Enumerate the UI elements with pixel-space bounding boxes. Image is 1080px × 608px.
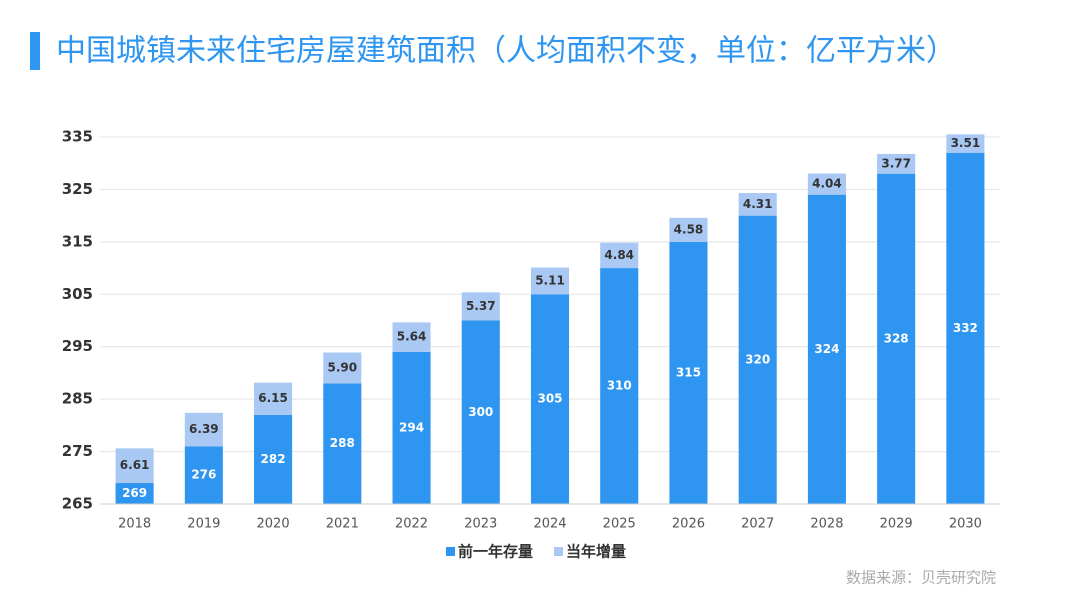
- bar-segment: [600, 242, 639, 269]
- bar-segment: [600, 268, 639, 504]
- data-label: 276: [191, 468, 216, 482]
- data-label: 305: [537, 392, 562, 406]
- y-tick-label: 335: [62, 128, 93, 146]
- x-tick-label: 2026: [672, 517, 705, 532]
- legend-swatch: [554, 547, 563, 556]
- x-tick-label: 2028: [810, 517, 843, 532]
- bar-segment: [738, 215, 777, 504]
- x-tick-label: 2024: [533, 517, 566, 532]
- bar-segment: [392, 351, 431, 504]
- bar-segment: [530, 267, 570, 295]
- data-label: 4.84: [604, 248, 634, 262]
- data-label: 328: [884, 331, 909, 345]
- bar-segment: [877, 153, 916, 174]
- bar-segment: [392, 322, 431, 352]
- y-tick-label: 275: [62, 442, 93, 460]
- x-tick-label: 2020: [257, 517, 290, 532]
- data-label: 294: [399, 420, 424, 434]
- bar-segment: [323, 352, 362, 384]
- bar-segment: [184, 446, 223, 504]
- bar-segment: [807, 194, 846, 504]
- data-label: 324: [814, 342, 839, 356]
- x-tick-label: 2029: [880, 517, 913, 532]
- source: 数据来源：贝壳研究院: [846, 569, 996, 587]
- data-label: 5.90: [328, 360, 358, 374]
- data-label: 5.64: [397, 330, 427, 344]
- bar-segment: [877, 173, 916, 504]
- data-label: 315: [676, 365, 701, 379]
- data-label: 3.77: [881, 156, 911, 170]
- bar-segment: [946, 134, 985, 153]
- x-tick-label: 2030: [949, 517, 982, 532]
- data-label: 3.51: [951, 136, 981, 150]
- y-tick-label: 295: [62, 337, 93, 355]
- title-accent: [30, 32, 40, 70]
- data-label: 5.11: [535, 273, 565, 287]
- data-label: 300: [468, 405, 493, 419]
- bar-segment: [461, 292, 500, 321]
- bar-segment: [254, 382, 293, 415]
- x-tick-label: 2025: [603, 517, 636, 532]
- bar-segment: [323, 383, 362, 504]
- data-label: 288: [330, 436, 355, 450]
- legend-swatch: [446, 547, 455, 556]
- y-tick-label: 325: [62, 180, 93, 198]
- x-tick-label: 2019: [187, 517, 220, 532]
- data-label: 4.31: [743, 197, 773, 211]
- bar-segment: [669, 241, 708, 504]
- x-tick-label: 2022: [395, 517, 428, 532]
- x-tick-label: 2021: [326, 517, 359, 532]
- bar-segment: [530, 294, 570, 504]
- data-label: 269: [122, 486, 147, 500]
- data-label: 4.58: [674, 222, 704, 236]
- bar-segment: [184, 412, 223, 447]
- data-label: 5.37: [466, 299, 496, 313]
- y-tick-label: 315: [62, 232, 93, 250]
- x-tick-label: 2018: [118, 517, 151, 532]
- bar-segment: [115, 448, 154, 484]
- bar-segment: [254, 414, 293, 504]
- data-label: 332: [953, 321, 978, 335]
- data-label: 6.61: [120, 458, 150, 472]
- x-tick-label: 2027: [741, 517, 774, 532]
- y-tick-label: 305: [62, 285, 93, 303]
- data-label: 6.39: [189, 422, 219, 436]
- legend-label: 当年增量: [566, 543, 626, 561]
- data-label: 320: [745, 352, 770, 366]
- data-label: 310: [607, 379, 632, 393]
- data-label: 4.04: [812, 177, 842, 191]
- x-tick-label: 2023: [464, 517, 497, 532]
- chart-title: 中国城镇未来住宅房屋建筑面积（人均面积不变，单位：亿平方米）: [56, 34, 956, 69]
- bar-segment: [669, 217, 708, 242]
- legend-label: 前一年存量: [458, 543, 533, 561]
- y-tick-label: 285: [62, 390, 93, 408]
- data-label: 6.15: [258, 391, 288, 405]
- bar-segment: [115, 483, 154, 504]
- data-label: 282: [261, 452, 286, 466]
- bar-segment: [461, 320, 500, 504]
- y-tick-label: 265: [62, 495, 93, 513]
- bar-segment: [946, 152, 985, 504]
- bar-segment: [807, 173, 846, 195]
- bar-segment: [738, 193, 777, 216]
